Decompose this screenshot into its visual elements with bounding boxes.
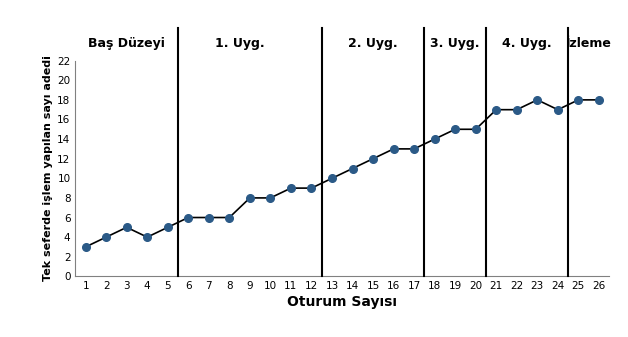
Text: İzleme: İzleme: [566, 37, 612, 50]
X-axis label: Oturum Sayısı: Oturum Sayısı: [287, 295, 398, 309]
Text: Baş Düzeyi: Baş Düzeyi: [89, 37, 165, 50]
Text: 2. Uyg.: 2. Uyg.: [349, 37, 398, 50]
Text: 1. Uyg.: 1. Uyg.: [215, 37, 264, 50]
Text: 3. Uyg.: 3. Uyg.: [430, 37, 480, 50]
Text: 4. Uyg.: 4. Uyg.: [502, 37, 552, 50]
Y-axis label: Tek seferde işlem yapılan sayı adedi: Tek seferde işlem yapılan sayı adedi: [43, 56, 53, 281]
